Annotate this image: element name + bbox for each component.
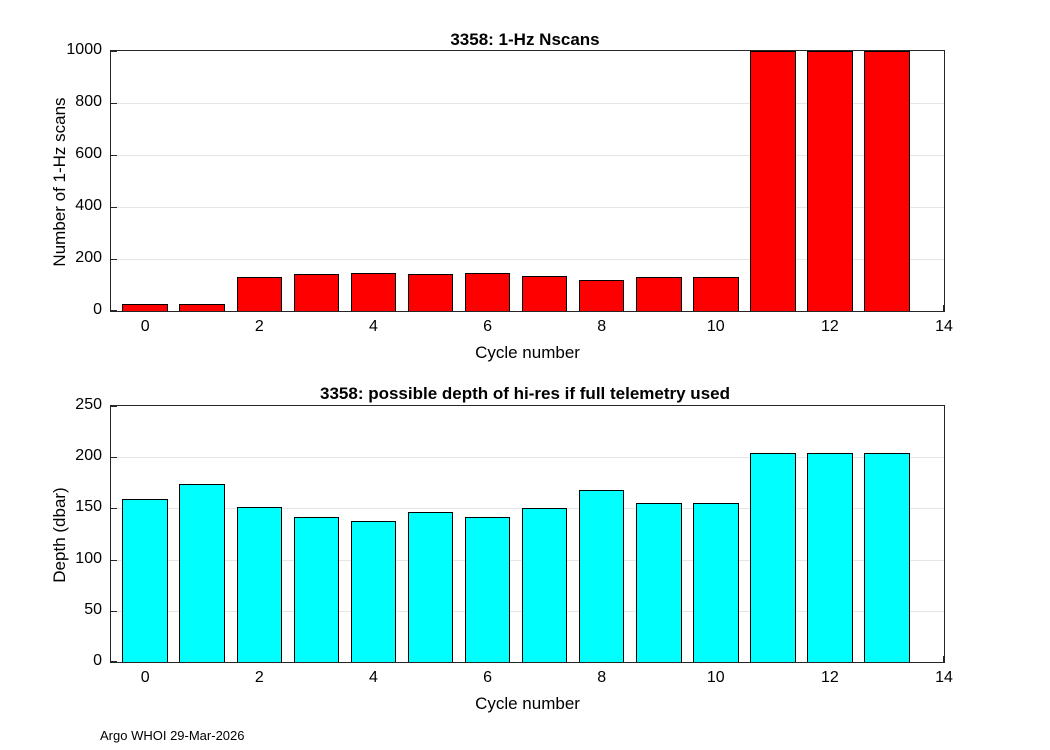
plot-area-bottom bbox=[111, 406, 944, 662]
bar bbox=[179, 483, 226, 662]
bar bbox=[578, 489, 625, 662]
y-tick-mark bbox=[111, 559, 117, 561]
y-tick-mark bbox=[111, 610, 117, 612]
x-tick-label: 0 bbox=[140, 669, 150, 686]
gridline-horizontal bbox=[111, 155, 944, 156]
bar bbox=[293, 273, 340, 311]
bar bbox=[521, 508, 568, 662]
x-tick-mark bbox=[943, 305, 944, 311]
bar bbox=[236, 507, 283, 662]
chart-title-bottom: 3358: possible depth of hi-res if full t… bbox=[320, 384, 730, 403]
y-tick-mark bbox=[111, 406, 117, 407]
bar bbox=[807, 51, 853, 311]
bar bbox=[350, 520, 397, 662]
x-tick-label: 8 bbox=[597, 669, 607, 686]
bar bbox=[122, 303, 169, 311]
x-tick-label: 10 bbox=[706, 669, 725, 686]
bar bbox=[864, 453, 910, 662]
bar bbox=[578, 280, 625, 311]
bar bbox=[750, 51, 796, 311]
bar bbox=[750, 453, 796, 662]
bar bbox=[464, 273, 511, 311]
x-axis-label-bottom: Cycle number bbox=[475, 694, 580, 713]
bar bbox=[635, 276, 682, 311]
bar bbox=[635, 503, 682, 662]
y-tick-mark bbox=[111, 310, 117, 311]
y-tick-label: 100 bbox=[75, 549, 102, 567]
y-tick-label: 600 bbox=[75, 145, 102, 162]
y-tick-label: 250 bbox=[75, 396, 102, 413]
bar bbox=[122, 499, 169, 662]
y-tick-mark bbox=[111, 259, 117, 260]
gridline-horizontal bbox=[111, 259, 944, 260]
bar bbox=[807, 453, 853, 662]
x-axis-label-top: Cycle number bbox=[475, 343, 580, 362]
y-axis-label-bottom: Depth (dbar) bbox=[50, 487, 69, 583]
x-tick-label: 12 bbox=[820, 669, 839, 686]
y-tick-mark bbox=[111, 457, 117, 459]
plot-axes-bottom bbox=[110, 405, 945, 663]
x-tick-label: 6 bbox=[483, 669, 492, 686]
x-tick-label: 8 bbox=[597, 318, 607, 335]
y-tick-mark bbox=[111, 207, 117, 208]
plot-axes-top bbox=[110, 50, 945, 312]
x-tick-label: 14 bbox=[935, 318, 953, 335]
gridline-horizontal bbox=[111, 103, 944, 104]
y-tick-label: 50 bbox=[84, 600, 102, 618]
bar bbox=[179, 303, 226, 311]
bar bbox=[464, 516, 511, 662]
y-tick-label: 800 bbox=[75, 93, 102, 110]
y-tick-label: 150 bbox=[75, 498, 102, 516]
y-tick-label: 200 bbox=[75, 447, 102, 465]
y-axis-label-top: Number of 1-Hz scans bbox=[50, 97, 69, 267]
bar bbox=[350, 272, 397, 311]
y-tick-label: 0 bbox=[93, 301, 102, 318]
gridline-horizontal bbox=[111, 207, 944, 208]
y-tick-mark bbox=[111, 155, 117, 156]
x-tick-label: 10 bbox=[706, 318, 725, 335]
x-tick-label: 2 bbox=[254, 318, 264, 335]
bar bbox=[692, 503, 739, 662]
y-tick-mark bbox=[111, 661, 117, 662]
x-tick-mark bbox=[943, 656, 944, 662]
bar bbox=[407, 274, 454, 311]
y-tick-label: 400 bbox=[75, 197, 102, 214]
bar bbox=[236, 276, 283, 311]
y-tick-label: 1000 bbox=[66, 41, 102, 58]
plot-area-top bbox=[111, 51, 944, 311]
bar bbox=[692, 276, 739, 311]
x-tick-label: 12 bbox=[820, 318, 839, 335]
y-tick-label: 0 bbox=[93, 652, 102, 669]
x-tick-label: 2 bbox=[254, 669, 264, 686]
x-tick-label: 4 bbox=[368, 318, 378, 335]
y-tick-label: 200 bbox=[75, 249, 102, 266]
y-tick-mark bbox=[111, 51, 117, 52]
chart-title-top: 3358: 1-Hz Nscans bbox=[450, 30, 600, 49]
x-tick-label: 14 bbox=[935, 669, 953, 686]
credit-text: Argo WHOI 29-Mar-2026 bbox=[100, 728, 245, 743]
y-tick-mark bbox=[111, 103, 117, 104]
x-tick-label: 0 bbox=[140, 318, 150, 335]
bar bbox=[521, 275, 568, 311]
x-tick-label: 4 bbox=[368, 669, 378, 686]
gridline-horizontal bbox=[111, 457, 944, 459]
bar bbox=[293, 516, 340, 662]
bar bbox=[864, 51, 910, 311]
bar bbox=[407, 512, 454, 662]
x-tick-label: 6 bbox=[483, 318, 492, 335]
y-tick-mark bbox=[111, 508, 117, 510]
